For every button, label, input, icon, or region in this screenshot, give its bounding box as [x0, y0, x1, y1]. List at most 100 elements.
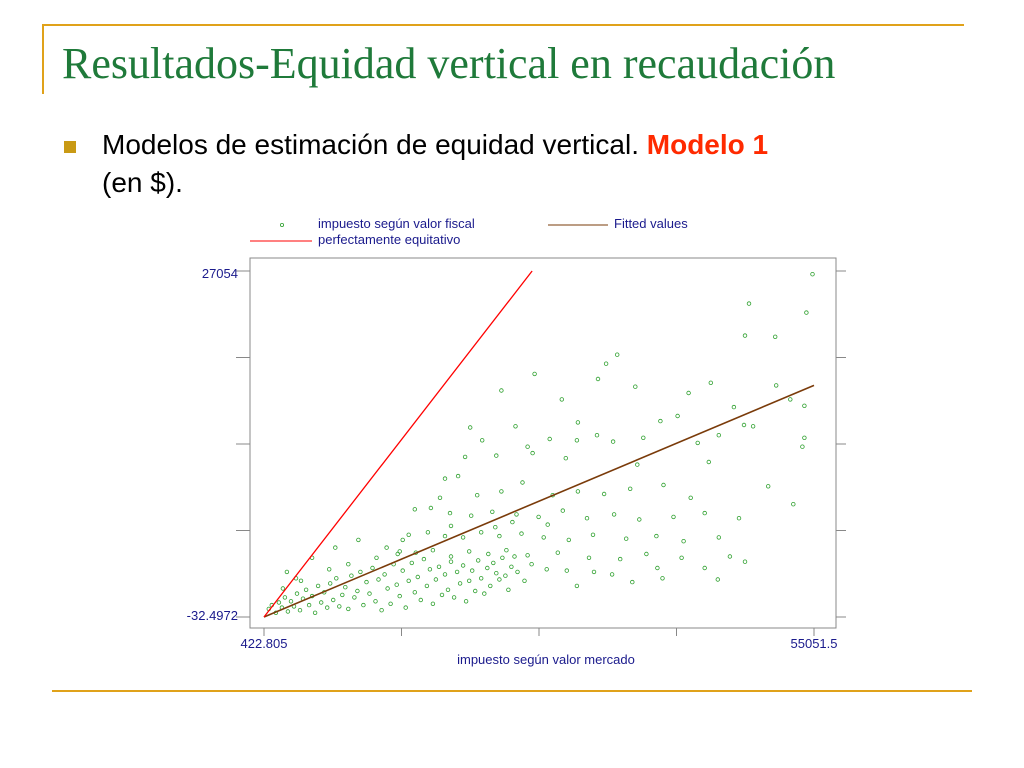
- scatter-point: [575, 489, 581, 494]
- scatter-point: [810, 271, 815, 277]
- scatter-point: [742, 333, 748, 338]
- scatter-point: [574, 438, 580, 443]
- scatter-point: [358, 569, 363, 575]
- scatter-point: [791, 502, 796, 507]
- scatter-point: [494, 453, 499, 458]
- scatter-point: [544, 567, 549, 572]
- y-tick-label-min: -32.4972: [187, 608, 238, 623]
- scatter-point: [337, 604, 342, 609]
- scatter-point: [541, 535, 546, 540]
- scatter-point: [409, 560, 414, 566]
- legend-label-scatter: impuesto según valor fiscal: [318, 216, 475, 231]
- scatter-point: [488, 583, 493, 589]
- scatter-point: [716, 432, 721, 438]
- scatter-point: [457, 581, 463, 586]
- scatter-point: [750, 424, 756, 429]
- scatter-point: [661, 482, 666, 488]
- scatter-point: [702, 565, 707, 571]
- scatter-point: [356, 537, 361, 543]
- scatter-point: [468, 425, 473, 430]
- scatter-point: [566, 537, 571, 543]
- scatter-point: [455, 473, 461, 479]
- scatter-point: [615, 352, 620, 357]
- scatter-point: [485, 565, 490, 571]
- scatter-point: [788, 397, 793, 402]
- scatter-point: [412, 590, 417, 595]
- scatter-point: [428, 505, 434, 511]
- scatter-point: [406, 578, 411, 583]
- scatter-point: [479, 576, 484, 581]
- scatter-point: [630, 579, 635, 585]
- scatter-point: [773, 334, 778, 339]
- scatter-point: [425, 530, 431, 535]
- scatter-point: [343, 585, 348, 590]
- scatter-point: [424, 583, 430, 589]
- scatter-point: [430, 601, 436, 606]
- scatter-point: [448, 559, 454, 564]
- scatter-point: [491, 560, 496, 566]
- y-axis-ticks: [236, 270, 846, 618]
- scatter-point: [482, 591, 487, 596]
- scatter-point: [564, 568, 569, 573]
- scatter-point: [397, 549, 402, 554]
- bullet-square-icon: [64, 141, 76, 153]
- scatter-point: [601, 491, 607, 497]
- scatter-point: [746, 301, 752, 306]
- scatter-point: [442, 533, 448, 539]
- scatter-point: [467, 578, 472, 583]
- scatter-point: [479, 530, 484, 535]
- scatter-point: [802, 403, 807, 408]
- scatter-point: [547, 436, 552, 442]
- scatter-point: [525, 553, 530, 558]
- scatter-point: [671, 514, 676, 520]
- scatter-point: [512, 554, 517, 559]
- scatter-point: [437, 495, 443, 500]
- scatter-point: [384, 545, 389, 550]
- scatter-point: [500, 555, 505, 560]
- scatter-point: [442, 476, 448, 481]
- scatter-point: [400, 568, 405, 573]
- scatter-point: [326, 567, 332, 572]
- scatter-point: [463, 599, 469, 604]
- scatter-point: [352, 595, 357, 600]
- scatter-point: [499, 388, 504, 393]
- scatter-point: [628, 486, 633, 491]
- scatter-point: [460, 535, 466, 540]
- scatter-point: [451, 595, 457, 600]
- plot-area: [249, 257, 837, 629]
- scatter-point: [741, 422, 747, 428]
- slide-title: Resultados-Equidad vertical en recaudaci…: [62, 39, 836, 88]
- scatter-point: [520, 480, 525, 485]
- scatter-point: [406, 532, 411, 537]
- bullet-highlight-text: Modelo 1: [646, 129, 769, 160]
- bullet-tail-text: (en $).: [102, 167, 183, 198]
- scatter-point: [563, 455, 568, 461]
- scatter-point: [334, 576, 339, 581]
- scatter-point: [509, 564, 514, 569]
- scatter-point: [641, 435, 646, 440]
- scatter-point: [430, 548, 436, 553]
- x-tick-label-min: 422.805: [241, 636, 288, 651]
- scatter-point: [415, 574, 420, 580]
- scatter-point: [774, 383, 779, 388]
- scatter-point: [536, 514, 541, 520]
- scatter-point: [595, 376, 601, 382]
- scatter-point: [675, 413, 680, 419]
- scatter-point: [433, 577, 439, 582]
- scatter-point: [618, 556, 623, 562]
- scatter-point: [462, 454, 468, 460]
- scatter-point: [454, 569, 460, 575]
- title-accent-rule: [44, 24, 964, 26]
- scatter-point: [708, 380, 713, 385]
- scatter-point: [355, 588, 360, 594]
- scatter-point: [486, 551, 491, 557]
- scatter-point: [742, 559, 748, 564]
- scatter-point: [284, 569, 290, 575]
- scatter-point: [476, 558, 481, 563]
- scatter-point: [736, 516, 742, 521]
- scatter-point: [318, 600, 324, 605]
- scatter-point: [686, 390, 691, 396]
- scatter-point: [382, 572, 387, 577]
- scatter-point: [379, 608, 384, 613]
- scatter-point: [804, 310, 809, 315]
